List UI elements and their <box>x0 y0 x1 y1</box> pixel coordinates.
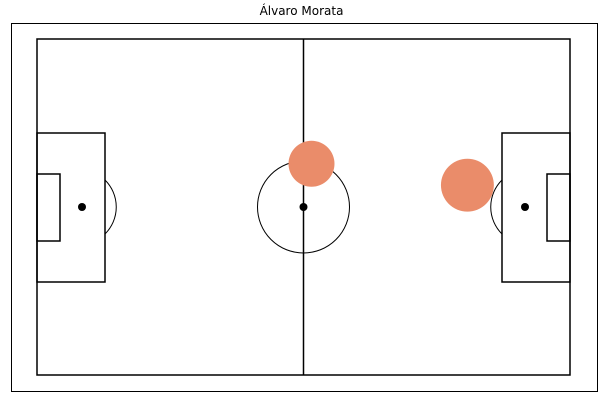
chart-title: Álvaro Morata <box>259 4 344 18</box>
data-point-1 <box>288 140 335 187</box>
data-point-2 <box>440 158 494 212</box>
left-six-yard-box <box>36 173 61 242</box>
data-points <box>288 140 494 212</box>
right-six-yard-box <box>546 173 571 242</box>
right-penalty-box <box>501 132 571 283</box>
pitch-markings <box>36 38 571 376</box>
center-spot <box>299 203 308 211</box>
left-penalty-arc <box>104 179 117 235</box>
right-penalty-spot <box>521 203 529 211</box>
left-penalty-spot <box>78 203 86 211</box>
axes-frame <box>11 23 598 392</box>
right-penalty-arc <box>490 179 503 235</box>
left-penalty-box <box>36 132 106 283</box>
